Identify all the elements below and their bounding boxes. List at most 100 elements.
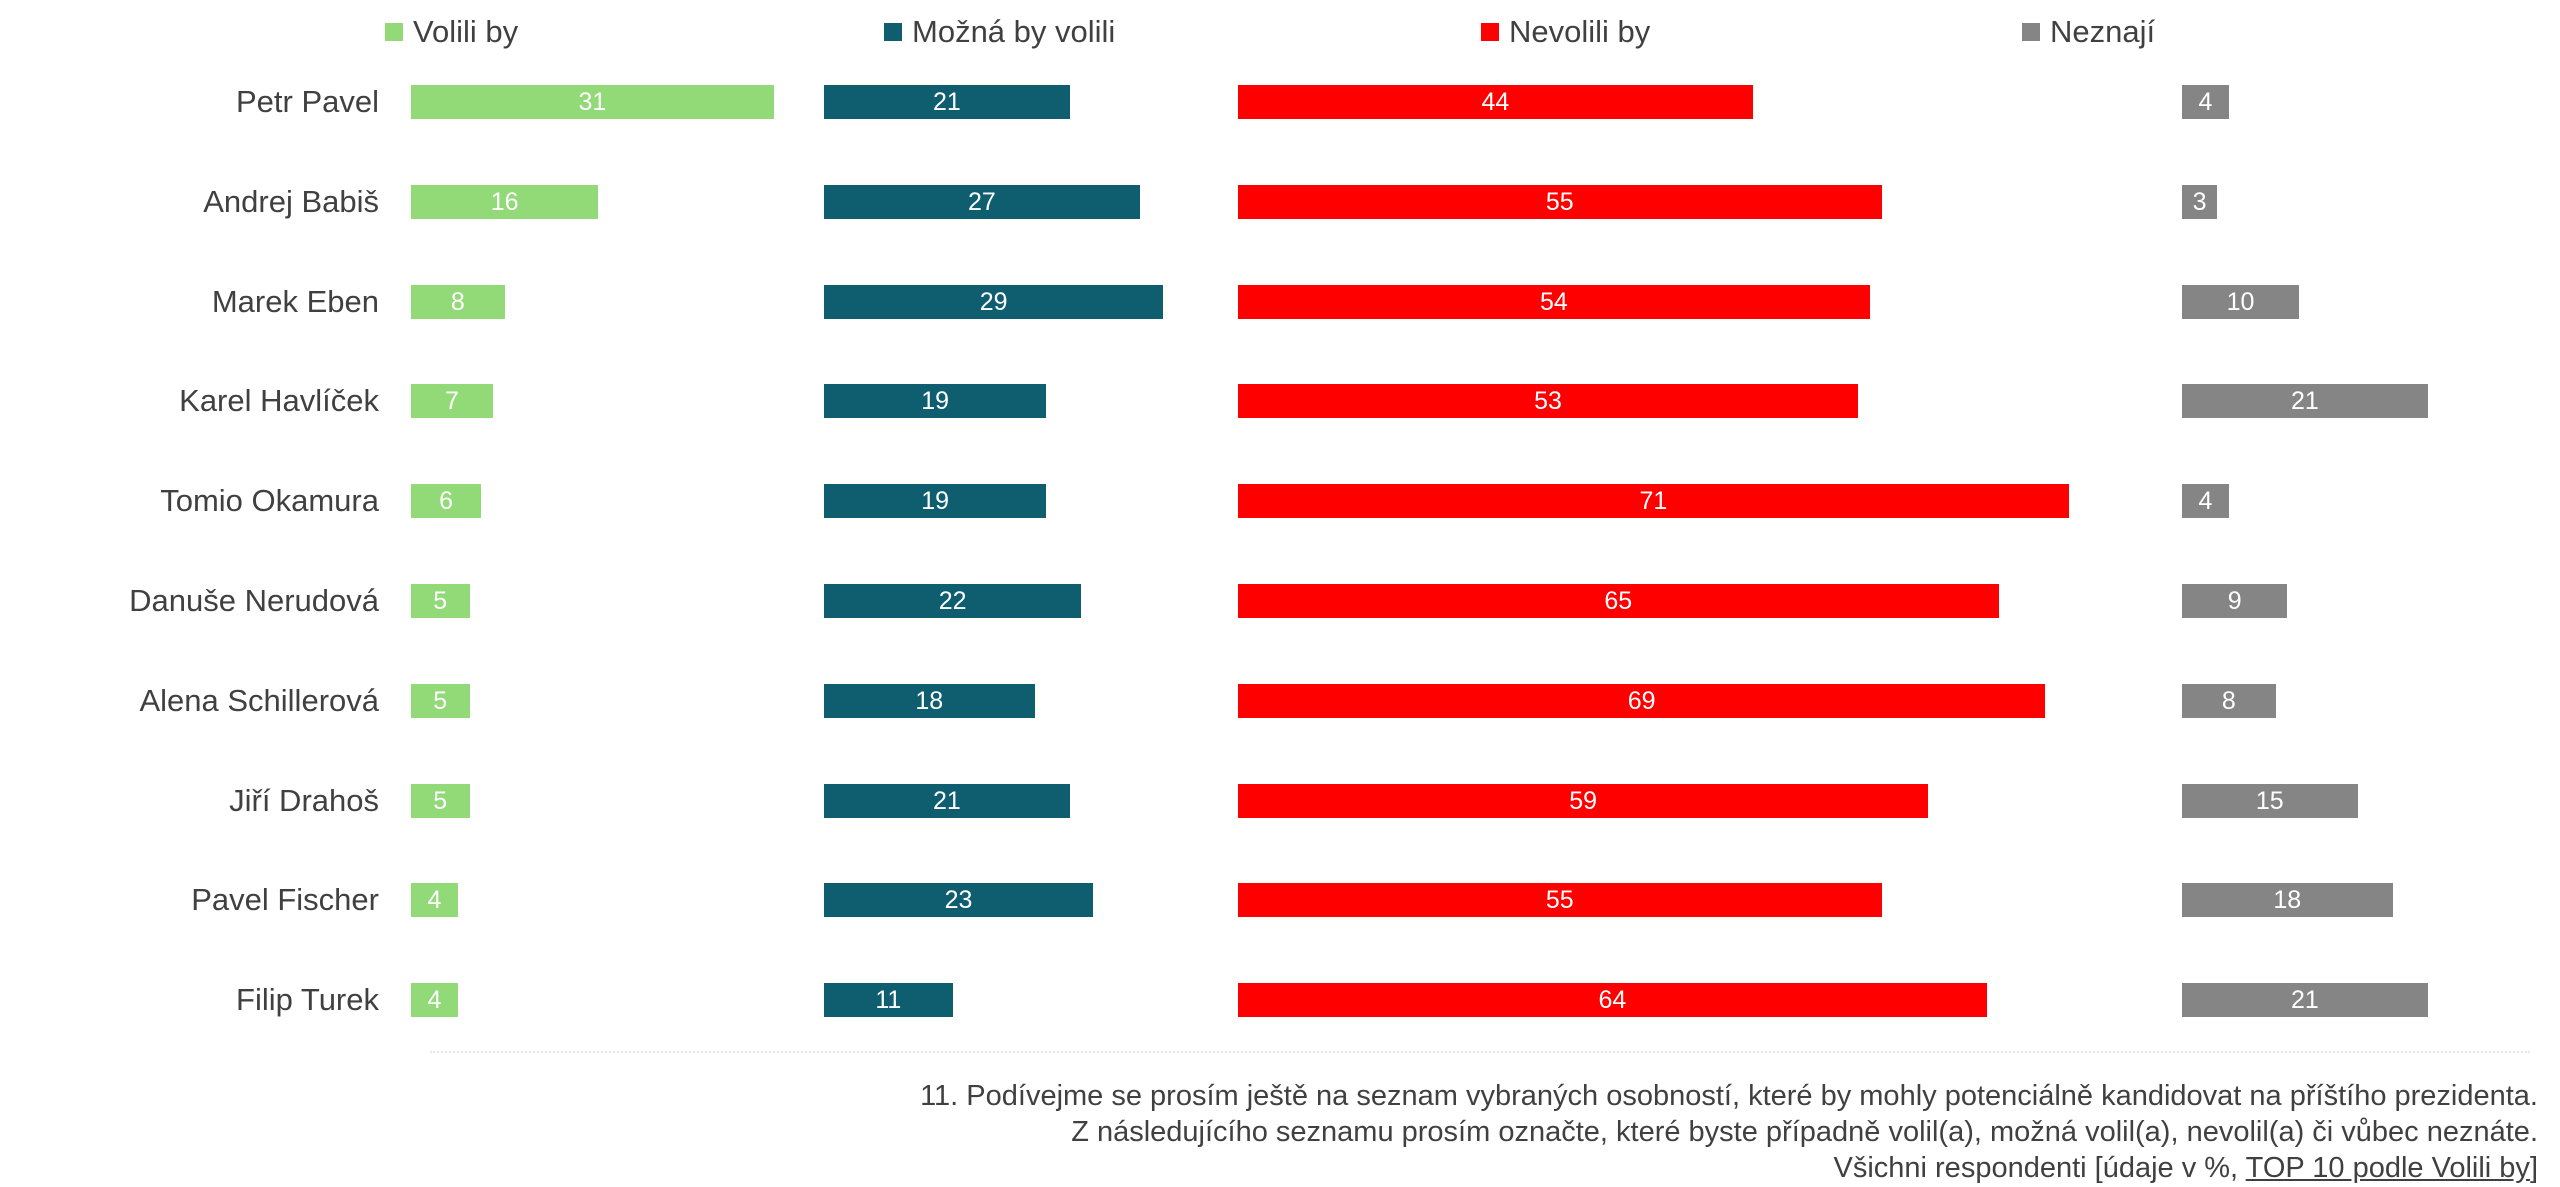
bar-volili-by [411,384,493,419]
data-label: 27 [968,187,996,216]
legend-label: Volili by [413,14,519,49]
data-label: 22 [938,587,967,615]
data-label: 65 [1604,587,1633,615]
legend-label: Možná by volili [912,14,1116,49]
bar-volili-by [411,85,774,119]
data-label: 16 [490,187,519,216]
footnote-base-prefix: Všichni respondenti [údaje v %, [1833,1152,2246,1184]
data-label: 7 [444,387,459,416]
data-label: 11 [875,986,902,1015]
data-label: 21 [2290,387,2319,416]
bar-volili-by [411,983,458,1018]
data-label: 3 [2192,187,2207,216]
data-label: 71 [1639,487,1668,516]
data-label: 21 [932,88,961,116]
data-label: 69 [1627,686,1656,715]
separator-line [430,1051,2530,1053]
footnote-base-suffix: ] [2529,1152,2538,1184]
bar-volili-by [411,584,470,618]
data-label: 5 [433,786,448,815]
bar-neznaji [2182,783,2358,818]
bar-volili-by [411,883,458,918]
category-label: Petr Pavel [235,84,379,119]
data-label: 23 [944,886,973,915]
data-label: 44 [1481,88,1510,116]
legend-label: Neznají [2050,14,2156,49]
bar-neznaji [2182,384,2428,419]
bar-nevolili-by [1238,85,1753,119]
category-label: Karel Havlíček [179,383,379,419]
chart-footnote: 11. Podívejme se prosím ještě na seznam … [920,1078,2538,1186]
category-label: Tomio Okamura [160,483,379,519]
bar-nevolili-by [1238,484,2069,519]
legend-swatch [884,23,902,41]
bar-neznaji [2182,184,2218,219]
data-label: 54 [1539,287,1568,316]
category-label: Pavel Fischer [191,882,379,918]
bar-mozna-by-volili [824,883,1094,918]
bar-mozna-by-volili [824,783,1070,818]
bar-nevolili-by [1238,783,1929,818]
data-label: 29 [979,287,1008,316]
bar-mozna-by-volili [824,284,1164,319]
bar-mozna-by-volili [824,85,1070,119]
bar-nevolili-by [1238,384,1859,419]
data-label: 31 [578,88,607,116]
data-label: 15 [2255,786,2284,815]
bar-mozna-by-volili [824,484,1047,519]
legend-item-volili-by: Volili by [385,10,518,54]
bar-nevolili-by [1238,284,1870,319]
data-label: 4 [427,886,442,915]
bar-nevolili-by [1238,883,1882,918]
data-label: 8 [2221,686,2236,715]
footnote-base: Všichni respondenti [údaje v %, TOP 10 p… [920,1150,2538,1186]
bar-neznaji [2182,983,2428,1018]
category-label: Filip Turek [236,982,379,1018]
data-label: 10 [2226,287,2255,316]
data-label: 55 [1545,886,1574,915]
legend-label: Nevolili by [1509,14,1651,49]
data-label: 21 [2290,986,2319,1015]
legend-swatch [385,23,403,41]
legend-item-nevolili-by: Nevolili by [1481,10,1650,54]
bar-nevolili-by [1238,584,1999,618]
category-label: Jiří Drahoš [229,782,379,818]
data-label: 4 [2198,88,2213,116]
bar-volili-by [411,284,505,319]
legend-item-mozna-by-volili: Možná by volili [884,10,1115,54]
data-label: 5 [433,686,448,715]
bar-neznaji [2182,484,2229,519]
bar-mozna-by-volili [824,983,953,1018]
bar-mozna-by-volili [824,184,1140,219]
legend-swatch [2022,23,2040,41]
data-label: 9 [2227,587,2242,615]
footnote-base-underlined: TOP 10 podle Volili by [2245,1152,2530,1184]
data-label: 19 [921,387,950,416]
category-label: Alena Schillerová [139,682,379,718]
bar-neznaji [2182,683,2276,718]
data-label: 4 [427,986,442,1015]
bar-neznaji [2182,883,2393,918]
bar-mozna-by-volili [824,384,1047,419]
data-label: 8 [450,287,465,316]
category-label: Marek Eben [211,283,379,319]
bar-mozna-by-volili [824,683,1035,718]
bar-neznaji [2182,584,2288,618]
data-label: 4 [2198,487,2213,516]
bar-nevolili-by [1238,983,1987,1018]
category-label: Andrej Babiš [203,183,379,219]
footnote-question: 11. Podívejme se prosím ještě na seznam … [920,1080,2538,1112]
bar-neznaji [2182,284,2299,319]
legend-swatch [1481,23,1499,41]
category-label: Danuše Nerudová [129,583,379,618]
data-label: 64 [1598,986,1627,1015]
bar-neznaji [2182,85,2229,119]
data-label: 55 [1545,187,1574,216]
bar-volili-by [411,783,470,818]
data-label: 21 [932,786,961,815]
bar-mozna-by-volili [824,584,1082,618]
data-label: 6 [439,487,454,516]
bar-volili-by [411,683,470,718]
data-label: 53 [1534,387,1562,416]
